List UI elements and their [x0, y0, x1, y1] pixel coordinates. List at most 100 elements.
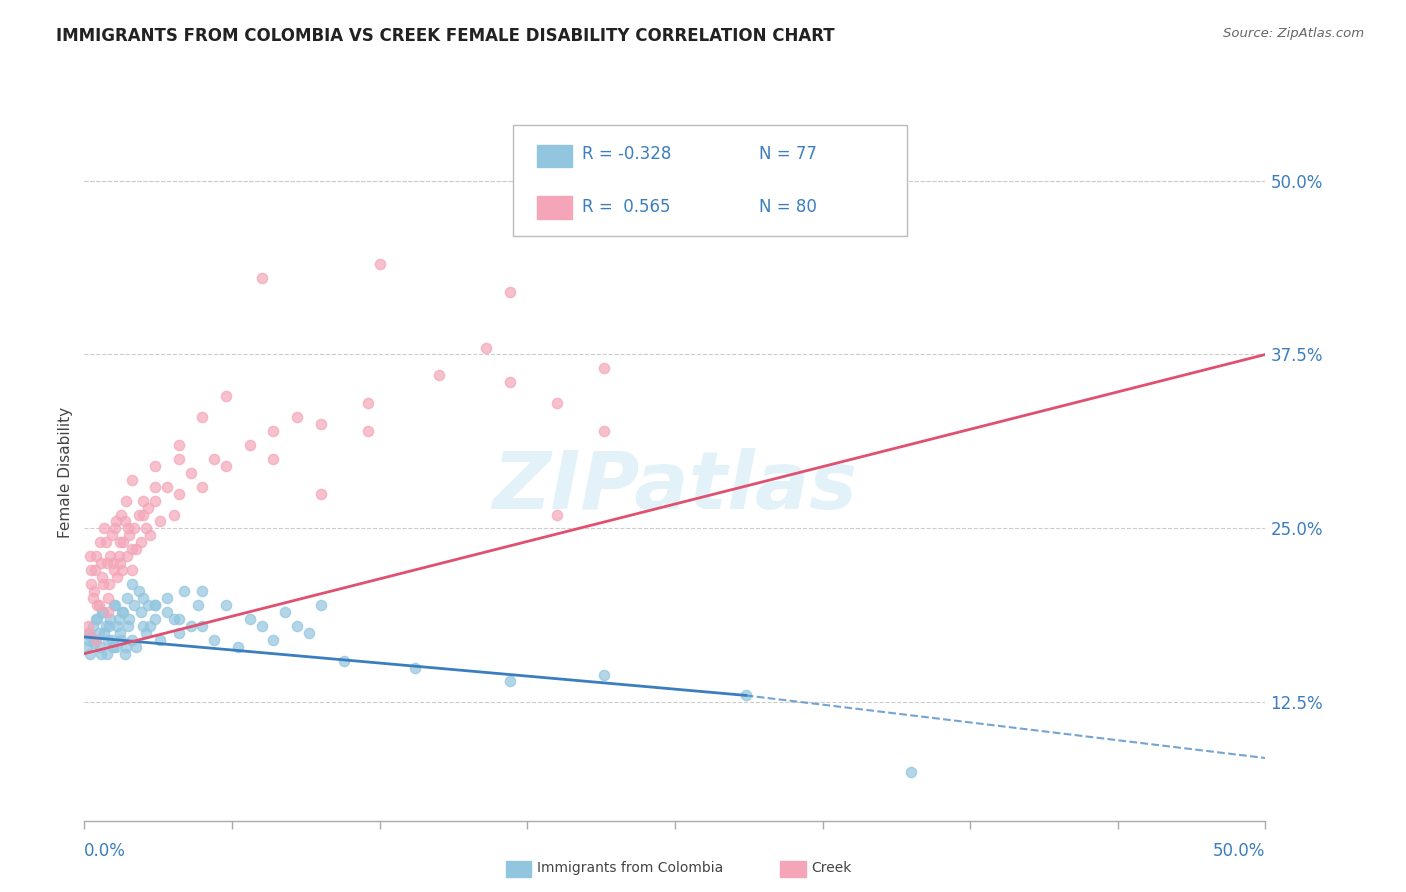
Point — [77, 625, 100, 640]
Point — [125, 542, 148, 557]
Point — [309, 417, 332, 431]
Point — [546, 396, 568, 410]
Point — [89, 535, 111, 549]
Point — [117, 619, 139, 633]
Point — [111, 563, 134, 577]
Point — [114, 640, 136, 654]
Point — [94, 535, 117, 549]
Point — [98, 612, 121, 626]
Text: ZIPatlas: ZIPatlas — [492, 448, 858, 525]
Point — [285, 619, 308, 633]
Point — [117, 521, 139, 535]
Point — [167, 451, 190, 466]
Point — [115, 549, 138, 564]
Point — [125, 640, 148, 654]
Point — [143, 458, 166, 473]
Point — [156, 480, 179, 494]
Point — [900, 764, 922, 779]
Point — [191, 584, 214, 599]
Point — [80, 577, 103, 591]
Point — [96, 647, 118, 661]
Point — [80, 563, 103, 577]
Point — [167, 438, 190, 452]
Point — [108, 535, 131, 549]
Point — [91, 605, 114, 619]
Point — [80, 630, 103, 644]
Point — [167, 625, 190, 640]
Point — [114, 647, 136, 661]
Point — [475, 341, 498, 355]
Point — [86, 612, 108, 626]
Point — [427, 368, 450, 383]
Point — [309, 598, 332, 612]
Text: IMMIGRANTS FROM COLOMBIA VS CREEK FEMALE DISABILITY CORRELATION CHART: IMMIGRANTS FROM COLOMBIA VS CREEK FEMALE… — [56, 27, 835, 45]
Point — [93, 521, 115, 535]
Point — [84, 549, 107, 564]
Point — [100, 528, 122, 542]
Point — [98, 577, 121, 591]
Point — [83, 635, 105, 649]
Point — [262, 451, 284, 466]
Point — [90, 556, 112, 570]
Point — [112, 605, 135, 619]
Point — [87, 598, 110, 612]
Point — [156, 605, 179, 619]
Point — [143, 598, 166, 612]
Point — [250, 271, 273, 285]
Point — [139, 528, 162, 542]
Point — [262, 632, 284, 647]
Point — [128, 508, 150, 522]
Point — [226, 640, 249, 654]
Point — [143, 480, 166, 494]
Point — [404, 660, 426, 674]
Point — [215, 389, 238, 403]
Point — [77, 632, 100, 647]
Point — [107, 549, 129, 564]
Point — [167, 612, 190, 626]
Point — [191, 619, 214, 633]
Point — [357, 396, 380, 410]
Point — [498, 285, 520, 299]
Text: 50.0%: 50.0% — [1213, 841, 1265, 860]
Point — [121, 473, 143, 487]
Point — [104, 598, 127, 612]
Point — [97, 605, 120, 619]
Point — [274, 605, 297, 619]
Point — [84, 612, 107, 626]
Point — [593, 424, 616, 438]
Point — [104, 521, 127, 535]
Point — [129, 605, 152, 619]
Point — [84, 563, 107, 577]
Point — [111, 605, 134, 619]
Point — [110, 632, 132, 647]
Point — [91, 570, 114, 584]
Point — [239, 438, 262, 452]
Y-axis label: Female Disability: Female Disability — [58, 407, 73, 539]
Point — [180, 466, 202, 480]
Point — [250, 619, 273, 633]
Point — [136, 500, 159, 515]
Point — [180, 619, 202, 633]
Point — [163, 508, 186, 522]
Point — [593, 667, 616, 681]
Point — [593, 361, 616, 376]
Point — [97, 632, 120, 647]
Point — [98, 619, 121, 633]
Point — [94, 619, 117, 633]
Point — [97, 591, 120, 605]
Point — [202, 632, 225, 647]
Point — [191, 410, 214, 425]
Point — [114, 493, 136, 508]
Text: Creek: Creek — [811, 861, 852, 875]
Point — [136, 598, 159, 612]
Point — [262, 424, 284, 438]
Text: 0.0%: 0.0% — [84, 841, 127, 860]
Point — [143, 493, 166, 508]
Point — [163, 612, 186, 626]
Text: R =  0.565: R = 0.565 — [582, 198, 671, 216]
Point — [122, 598, 145, 612]
Point — [498, 376, 520, 390]
Point — [135, 521, 157, 535]
Point — [103, 598, 125, 612]
Point — [546, 508, 568, 522]
